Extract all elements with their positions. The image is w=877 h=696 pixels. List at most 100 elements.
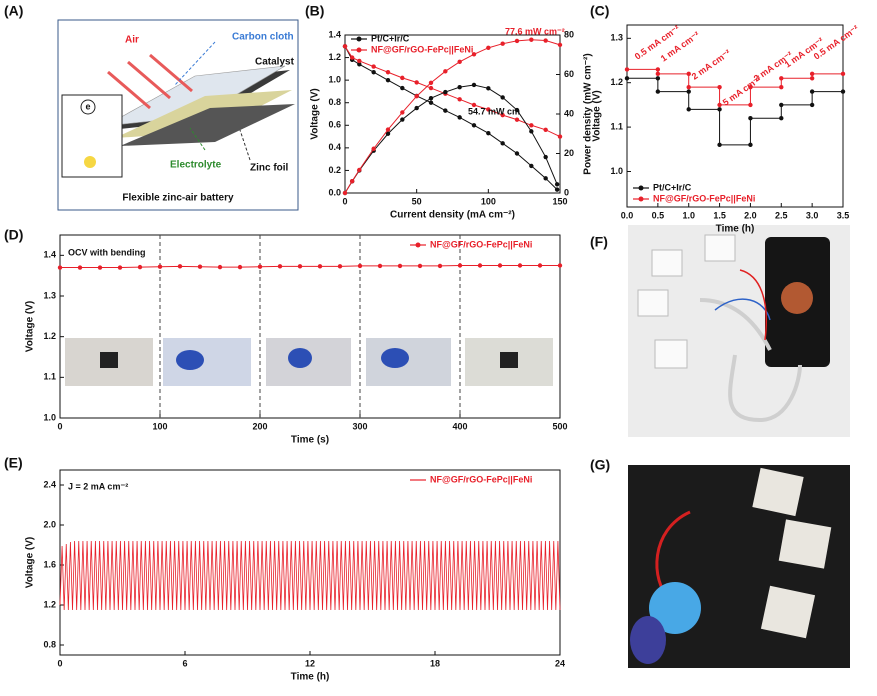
x-tick-label: 18	[430, 658, 440, 668]
legend-label: NF@GF/rGO-FePc||FeNi	[371, 44, 473, 54]
series-line	[60, 265, 560, 269]
x-tick-label: 0.0	[621, 210, 634, 220]
series-marker	[97, 265, 103, 270]
series-marker	[840, 71, 846, 77]
x-tick-label: 12	[305, 658, 315, 668]
series-marker	[357, 167, 362, 173]
series-marker	[471, 123, 477, 128]
series-marker	[554, 187, 560, 192]
x-tick-label: 0	[57, 658, 62, 668]
x-tick-label: 3.0	[806, 210, 819, 220]
series-marker	[748, 84, 753, 90]
bending-photos	[65, 338, 553, 386]
legend-entry: NF@GF/rGO-FePc||FeNi	[410, 239, 532, 249]
series-marker	[517, 263, 523, 268]
y-axis-label: Voltage (V)	[310, 88, 321, 139]
x-tick-label: 100	[152, 421, 167, 431]
y-tick-label: 2.4	[43, 479, 56, 489]
series-marker	[457, 59, 462, 65]
series-marker	[486, 107, 491, 112]
x-axis-label: Time (h)	[716, 224, 755, 235]
series-marker	[197, 264, 203, 269]
series-marker	[809, 71, 815, 77]
series-marker	[809, 102, 815, 108]
series-marker	[317, 264, 323, 269]
panel-label: (G)	[590, 457, 610, 473]
y2-axis-label: Power density (mW cm⁻²)	[583, 53, 594, 174]
pointer	[239, 129, 251, 161]
electron-circle	[80, 99, 96, 115]
series-marker	[497, 263, 503, 268]
series-line	[627, 68, 843, 106]
series-marker	[514, 107, 520, 113]
y-axis-label: Voltage (V)	[25, 301, 36, 352]
series-marker	[357, 58, 362, 64]
series-marker	[342, 190, 348, 196]
series-marker	[779, 102, 784, 108]
x-axis-label: Current density (mA cm⁻²)	[390, 210, 515, 221]
glove	[630, 616, 666, 664]
series-marker	[457, 84, 462, 90]
legend-marker	[356, 36, 362, 42]
series-marker	[457, 263, 463, 268]
series-marker	[748, 102, 753, 108]
photo	[366, 338, 451, 386]
x-tick-label: 0.5	[652, 210, 665, 220]
legend-entry: Pt/C+Ir/C	[351, 33, 410, 43]
series-marker	[779, 76, 784, 81]
series-marker	[371, 70, 376, 75]
series-marker	[809, 89, 815, 94]
fan	[649, 582, 701, 634]
series-marker	[543, 127, 548, 132]
series-line	[59, 540, 561, 611]
wire	[739, 269, 767, 341]
y2-tick-label: 20	[564, 148, 574, 158]
series-marker	[779, 84, 784, 90]
series-marker	[437, 263, 443, 269]
panel-label: (F)	[590, 234, 608, 250]
series-marker	[686, 71, 691, 77]
series-marker	[748, 116, 753, 121]
legend-label: NF@GF/rGO-FePc||FeNi	[653, 193, 755, 203]
legend-entry: NF@GF/rGO-FePc||FeNi	[633, 193, 755, 203]
catalyst-label: Catalyst	[255, 57, 295, 68]
y-tick-label: 1.4	[328, 29, 341, 39]
x-axis-label: Time (s)	[291, 435, 329, 446]
series-marker	[457, 97, 462, 102]
legend-label: Pt/C+Ir/C	[371, 33, 410, 43]
series-marker	[557, 134, 563, 139]
panel-label: (A)	[4, 3, 23, 19]
x-tick-label: 400	[452, 421, 467, 431]
battery-cell	[637, 289, 669, 317]
series-marker	[809, 76, 815, 81]
plot-frame	[626, 24, 844, 208]
x-tick-label: 2.0	[744, 210, 757, 220]
y-tick-label: 0.8	[328, 97, 341, 107]
battery-cell	[704, 234, 736, 262]
series-marker	[342, 44, 348, 49]
electrolyte-label: Electrolyte	[170, 160, 222, 171]
y-tick-label: 1.0	[43, 412, 56, 422]
series-marker	[428, 96, 434, 101]
y-tick-label: 0.2	[328, 165, 341, 175]
x-tick-label: 3.5	[837, 210, 850, 220]
series-marker	[457, 115, 462, 120]
legend-entry: NF@GF/rGO-FePc||FeNi	[410, 474, 532, 484]
series-marker	[655, 76, 661, 81]
series-marker	[471, 52, 477, 57]
y-tick-label: 1.2	[328, 52, 341, 62]
series-marker	[357, 62, 362, 67]
y-tick-label: 1.4	[43, 250, 56, 260]
series-marker	[377, 263, 383, 269]
panel-label: (D)	[4, 227, 23, 243]
series-marker	[529, 37, 534, 42]
series-marker	[486, 86, 491, 91]
series-marker	[500, 41, 505, 46]
series-marker	[500, 95, 505, 100]
legend-marker	[356, 47, 362, 53]
series-marker	[514, 117, 520, 122]
x-tick-label: 24	[555, 658, 565, 668]
series-marker	[385, 77, 391, 83]
series-marker	[655, 71, 661, 77]
series-marker	[748, 142, 753, 148]
